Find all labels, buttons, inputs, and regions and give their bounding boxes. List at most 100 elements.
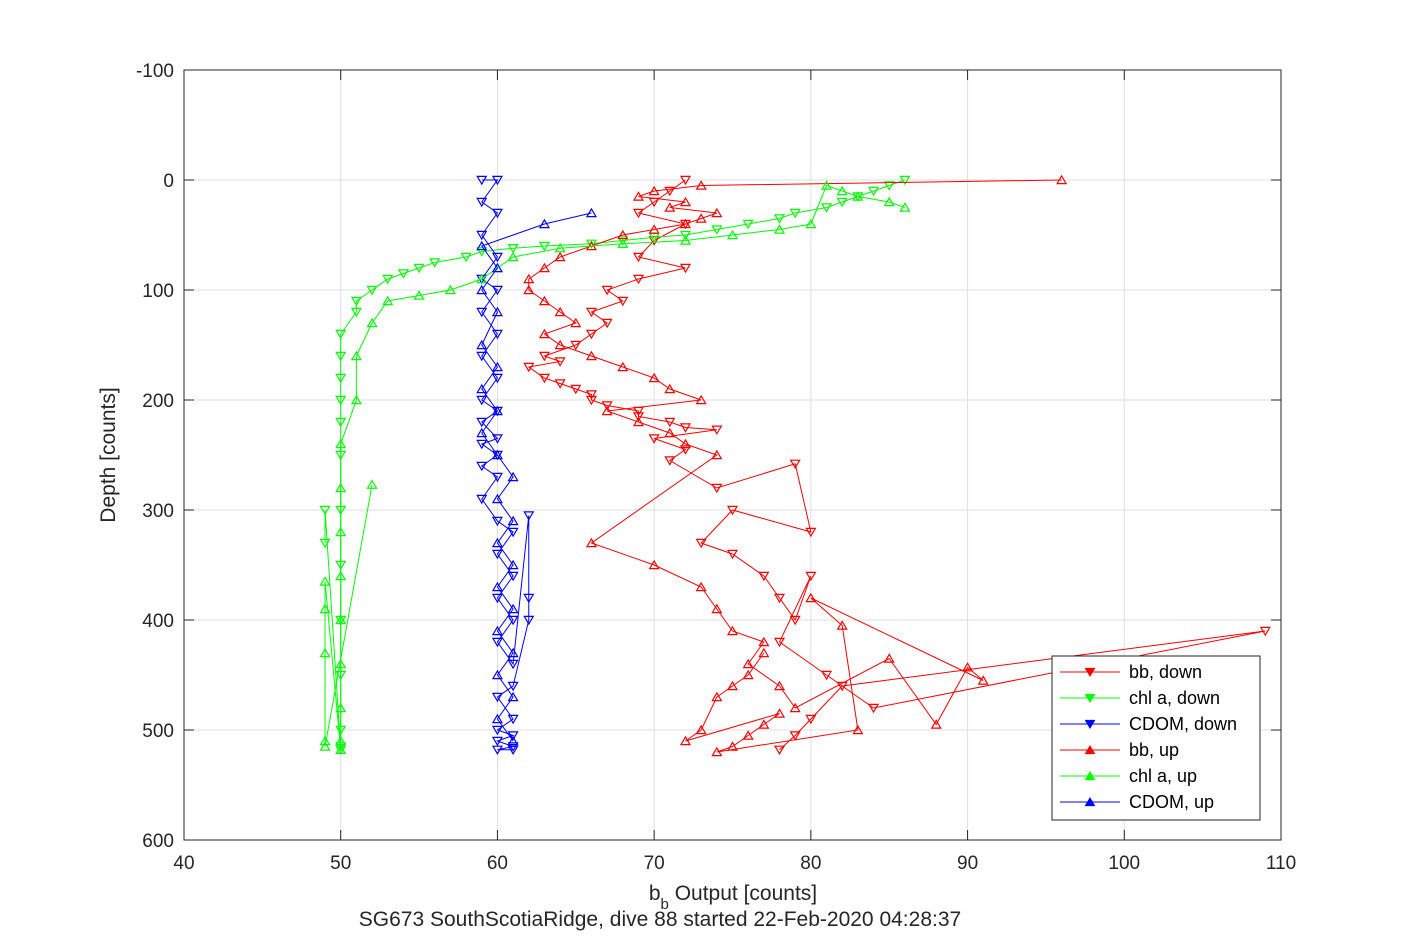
data-point: [679, 438, 692, 449]
data-point: [491, 175, 503, 186]
data-point: [867, 186, 880, 197]
data-point: [789, 702, 801, 713]
data-point: [491, 252, 503, 263]
data-point: [538, 241, 550, 252]
x-axis-label-main: b: [649, 882, 661, 905]
data-point: [335, 395, 347, 406]
y-tick-label: 300: [142, 501, 174, 522]
data-point: [335, 526, 347, 537]
data-point: [585, 329, 598, 340]
data-point: [335, 373, 347, 384]
data-point: [664, 186, 676, 197]
data-point: [491, 581, 503, 592]
data-point: [476, 461, 488, 472]
data-point: [335, 351, 347, 362]
data-point: [538, 295, 550, 306]
data-point: [319, 647, 331, 658]
data-point: [711, 425, 723, 435]
data-point: [523, 615, 535, 626]
data-point: [335, 702, 347, 713]
data-point: [476, 383, 488, 394]
data-point: [491, 405, 503, 416]
data-point: [1056, 174, 1068, 185]
data-point: [570, 384, 582, 395]
data-point: [789, 615, 801, 626]
legend-entry: chl a, down: [1060, 688, 1220, 708]
data-point: [836, 681, 848, 692]
data-point: [664, 383, 676, 394]
legend-marker: [1084, 744, 1096, 755]
data-point: [476, 197, 488, 208]
data-point: [962, 662, 974, 672]
data-point: [883, 181, 895, 191]
data-point: [523, 284, 535, 295]
data-point: [617, 238, 629, 248]
data-point: [585, 239, 598, 250]
data-point: [507, 515, 519, 526]
data-point: [742, 730, 754, 740]
data-point: [632, 274, 645, 285]
data-point: [899, 175, 911, 186]
data-point: [601, 401, 613, 411]
legend-label: bb, down: [1129, 662, 1202, 682]
data-point: [507, 244, 519, 254]
data-point: [883, 653, 895, 663]
legend-entry: CDOM, down: [1060, 714, 1237, 734]
data-point: [789, 208, 801, 219]
data-point: [491, 373, 503, 384]
data-point: [507, 659, 519, 670]
data-point: [773, 708, 786, 718]
data-point: [382, 274, 394, 285]
data-point: [507, 714, 519, 725]
data-point: [695, 394, 707, 405]
data-point: [491, 713, 503, 724]
legend-label: chl a, up: [1129, 766, 1197, 786]
data-point: [491, 745, 503, 756]
data-point: [335, 614, 347, 625]
data-point: [570, 340, 582, 351]
data-point: [867, 703, 880, 714]
data-point: [491, 329, 503, 340]
data-point: [476, 494, 488, 505]
data-point: [570, 317, 582, 328]
data-point: [491, 516, 503, 527]
data-point: [585, 307, 598, 318]
data-point: [319, 735, 331, 746]
data-point: [758, 647, 770, 658]
data-point: [491, 434, 503, 444]
x-tick-label: 60: [487, 853, 508, 874]
legend-label: chl a, down: [1129, 688, 1220, 708]
data-point: [507, 731, 519, 741]
data-point: [319, 505, 331, 516]
data-point: [711, 483, 723, 494]
series-bb-up: [523, 174, 1068, 757]
data-point: [413, 290, 425, 300]
data-point: [805, 571, 817, 582]
data-point: [523, 511, 535, 521]
legend-marker: [1084, 667, 1096, 678]
data-point: [820, 203, 833, 213]
data-point: [726, 229, 739, 240]
data-point: [491, 208, 503, 219]
data-point: [491, 625, 503, 636]
y-tick-label: 600: [142, 831, 174, 852]
data-point: [695, 213, 707, 223]
data-point: [444, 284, 456, 295]
data-point: [507, 691, 519, 702]
data-point: [507, 681, 519, 692]
data-point: [538, 218, 550, 229]
legend-entry: CDOM, up: [1060, 792, 1214, 812]
data-point: [538, 262, 550, 273]
y-tick-label: -100: [136, 61, 174, 82]
x-tick-label: 100: [1108, 853, 1140, 874]
data-point: [538, 328, 550, 339]
x-axis-label-rest: Output [counts]: [669, 882, 817, 905]
series-cdom-down: [476, 175, 535, 756]
data-point: [476, 273, 488, 284]
data-point: [491, 262, 503, 273]
data-point: [476, 339, 488, 350]
data-point: [350, 394, 362, 405]
data-point: [507, 615, 519, 626]
legend-marker: [1084, 770, 1096, 781]
